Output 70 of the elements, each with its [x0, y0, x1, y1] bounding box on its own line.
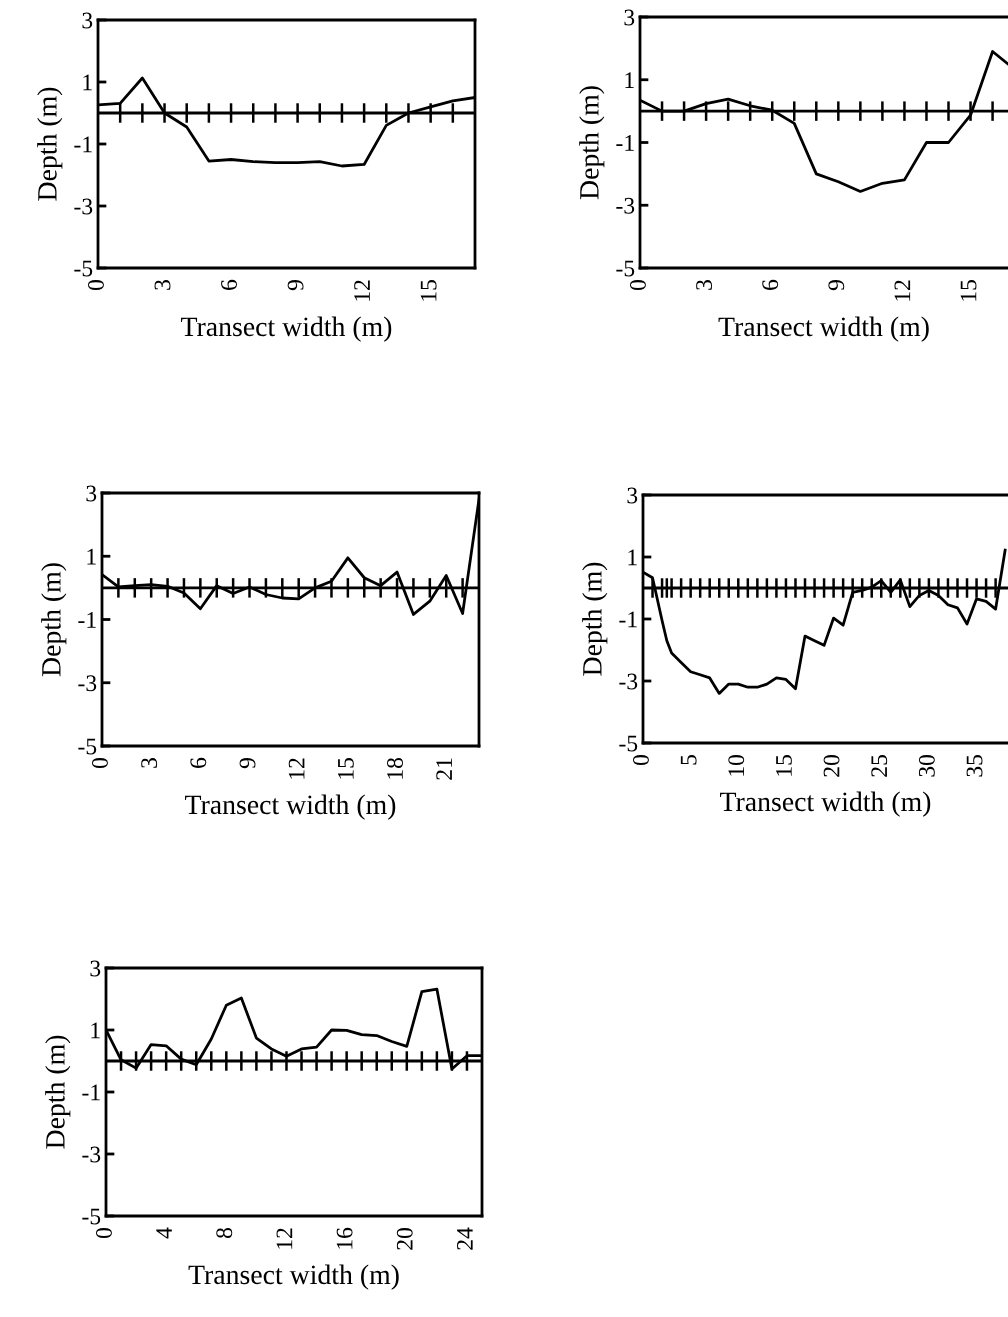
x-tick-label: 0 — [95, 1228, 112, 1239]
x-tick-label: 18 — [387, 758, 403, 779]
y-tick-label: -3 — [619, 673, 638, 690]
y-tick-label: 1 — [83, 74, 92, 91]
x-tick-label: 15 — [420, 280, 437, 301]
x-tick-label: 6 — [762, 279, 779, 290]
y-tick-label: -3 — [74, 198, 93, 215]
x-tick-label: 15 — [960, 280, 977, 301]
x-tick-label: 24 — [457, 1227, 473, 1250]
x-tick-label: 9 — [239, 758, 256, 769]
x-tick-label: 20 — [823, 755, 840, 777]
x-axis-title: Transect width (m) — [181, 316, 392, 342]
x-tick-label: 9 — [287, 280, 304, 291]
x-tick-label: 35 — [966, 755, 983, 777]
x-tick-label: 20 — [396, 1228, 413, 1250]
x-tick-label: 16 — [336, 1227, 353, 1249]
y-axis-title: Depth (m) — [579, 86, 605, 200]
x-tick-label: 3 — [696, 280, 713, 290]
y-axis-title: Depth (m) — [45, 1035, 71, 1149]
x-tick-label: 4 — [156, 1227, 172, 1239]
x-axis-title: Transect width (m) — [188, 1264, 399, 1290]
x-tick-label: 21 — [436, 758, 452, 780]
x-tick-label: 0 — [629, 280, 646, 291]
x-tick-label: 25 — [871, 755, 888, 777]
x-tick-label: 0 — [632, 755, 649, 766]
y-tick-label: 3 — [86, 485, 97, 502]
y-tick-label: -3 — [82, 1146, 101, 1163]
y-tick-label: -5 — [619, 735, 638, 752]
x-tick-label: 3 — [154, 280, 171, 290]
x-tick-label: 15 — [776, 755, 792, 776]
y-tick-label: -3 — [616, 197, 635, 214]
x-tick-label: 5 — [680, 755, 697, 765]
y-tick-label: 3 — [624, 9, 635, 26]
y-tick-label: -5 — [78, 738, 97, 755]
y-tick-label: -1 — [82, 1084, 100, 1101]
y-tick-label: 3 — [82, 12, 93, 29]
y-axis-title: Depth (m) — [37, 87, 63, 201]
y-tick-label: -5 — [74, 260, 93, 277]
y-tick-label: -1 — [74, 136, 92, 153]
x-tick-label: 30 — [918, 755, 935, 777]
x-tick-label: 15 — [337, 758, 354, 779]
x-axis-title: Transect width (m) — [185, 794, 396, 820]
y-tick-label: 3 — [90, 960, 101, 977]
y-tick-label: -1 — [619, 611, 637, 628]
y-tick-label: 1 — [628, 549, 637, 566]
x-tick-label: 12 — [894, 280, 911, 301]
y-tick-label: -5 — [82, 1208, 101, 1225]
x-tick-label: 12 — [288, 758, 305, 779]
x-tick-label: 0 — [87, 280, 104, 291]
x-tick-label: 9 — [828, 280, 845, 291]
x-tick-label: 0 — [91, 758, 108, 769]
y-tick-label: 1 — [625, 72, 634, 88]
y-axis-title: Depth (m) — [41, 563, 67, 677]
y-tick-label: 1 — [87, 548, 96, 565]
x-tick-label: 12 — [354, 280, 370, 301]
x-tick-label: 10 — [728, 755, 745, 776]
x-tick-label: 3 — [141, 758, 158, 768]
y-axis-title: Depth (m) — [582, 562, 608, 676]
y-tick-label: -3 — [78, 675, 97, 692]
x-tick-label: 6 — [221, 279, 237, 290]
x-tick-label: 6 — [190, 757, 207, 768]
x-tick-label: 8 — [216, 1228, 233, 1239]
y-tick-label: -5 — [616, 260, 635, 277]
y-tick-label: -1 — [616, 135, 634, 151]
y-tick-label: 3 — [627, 487, 638, 504]
y-tick-label: -1 — [78, 612, 96, 628]
x-axis-title: Transect width (m) — [718, 316, 929, 342]
y-tick-label: 1 — [91, 1022, 100, 1039]
x-axis-title: Transect width (m) — [720, 791, 931, 817]
x-tick-label: 12 — [276, 1228, 293, 1249]
